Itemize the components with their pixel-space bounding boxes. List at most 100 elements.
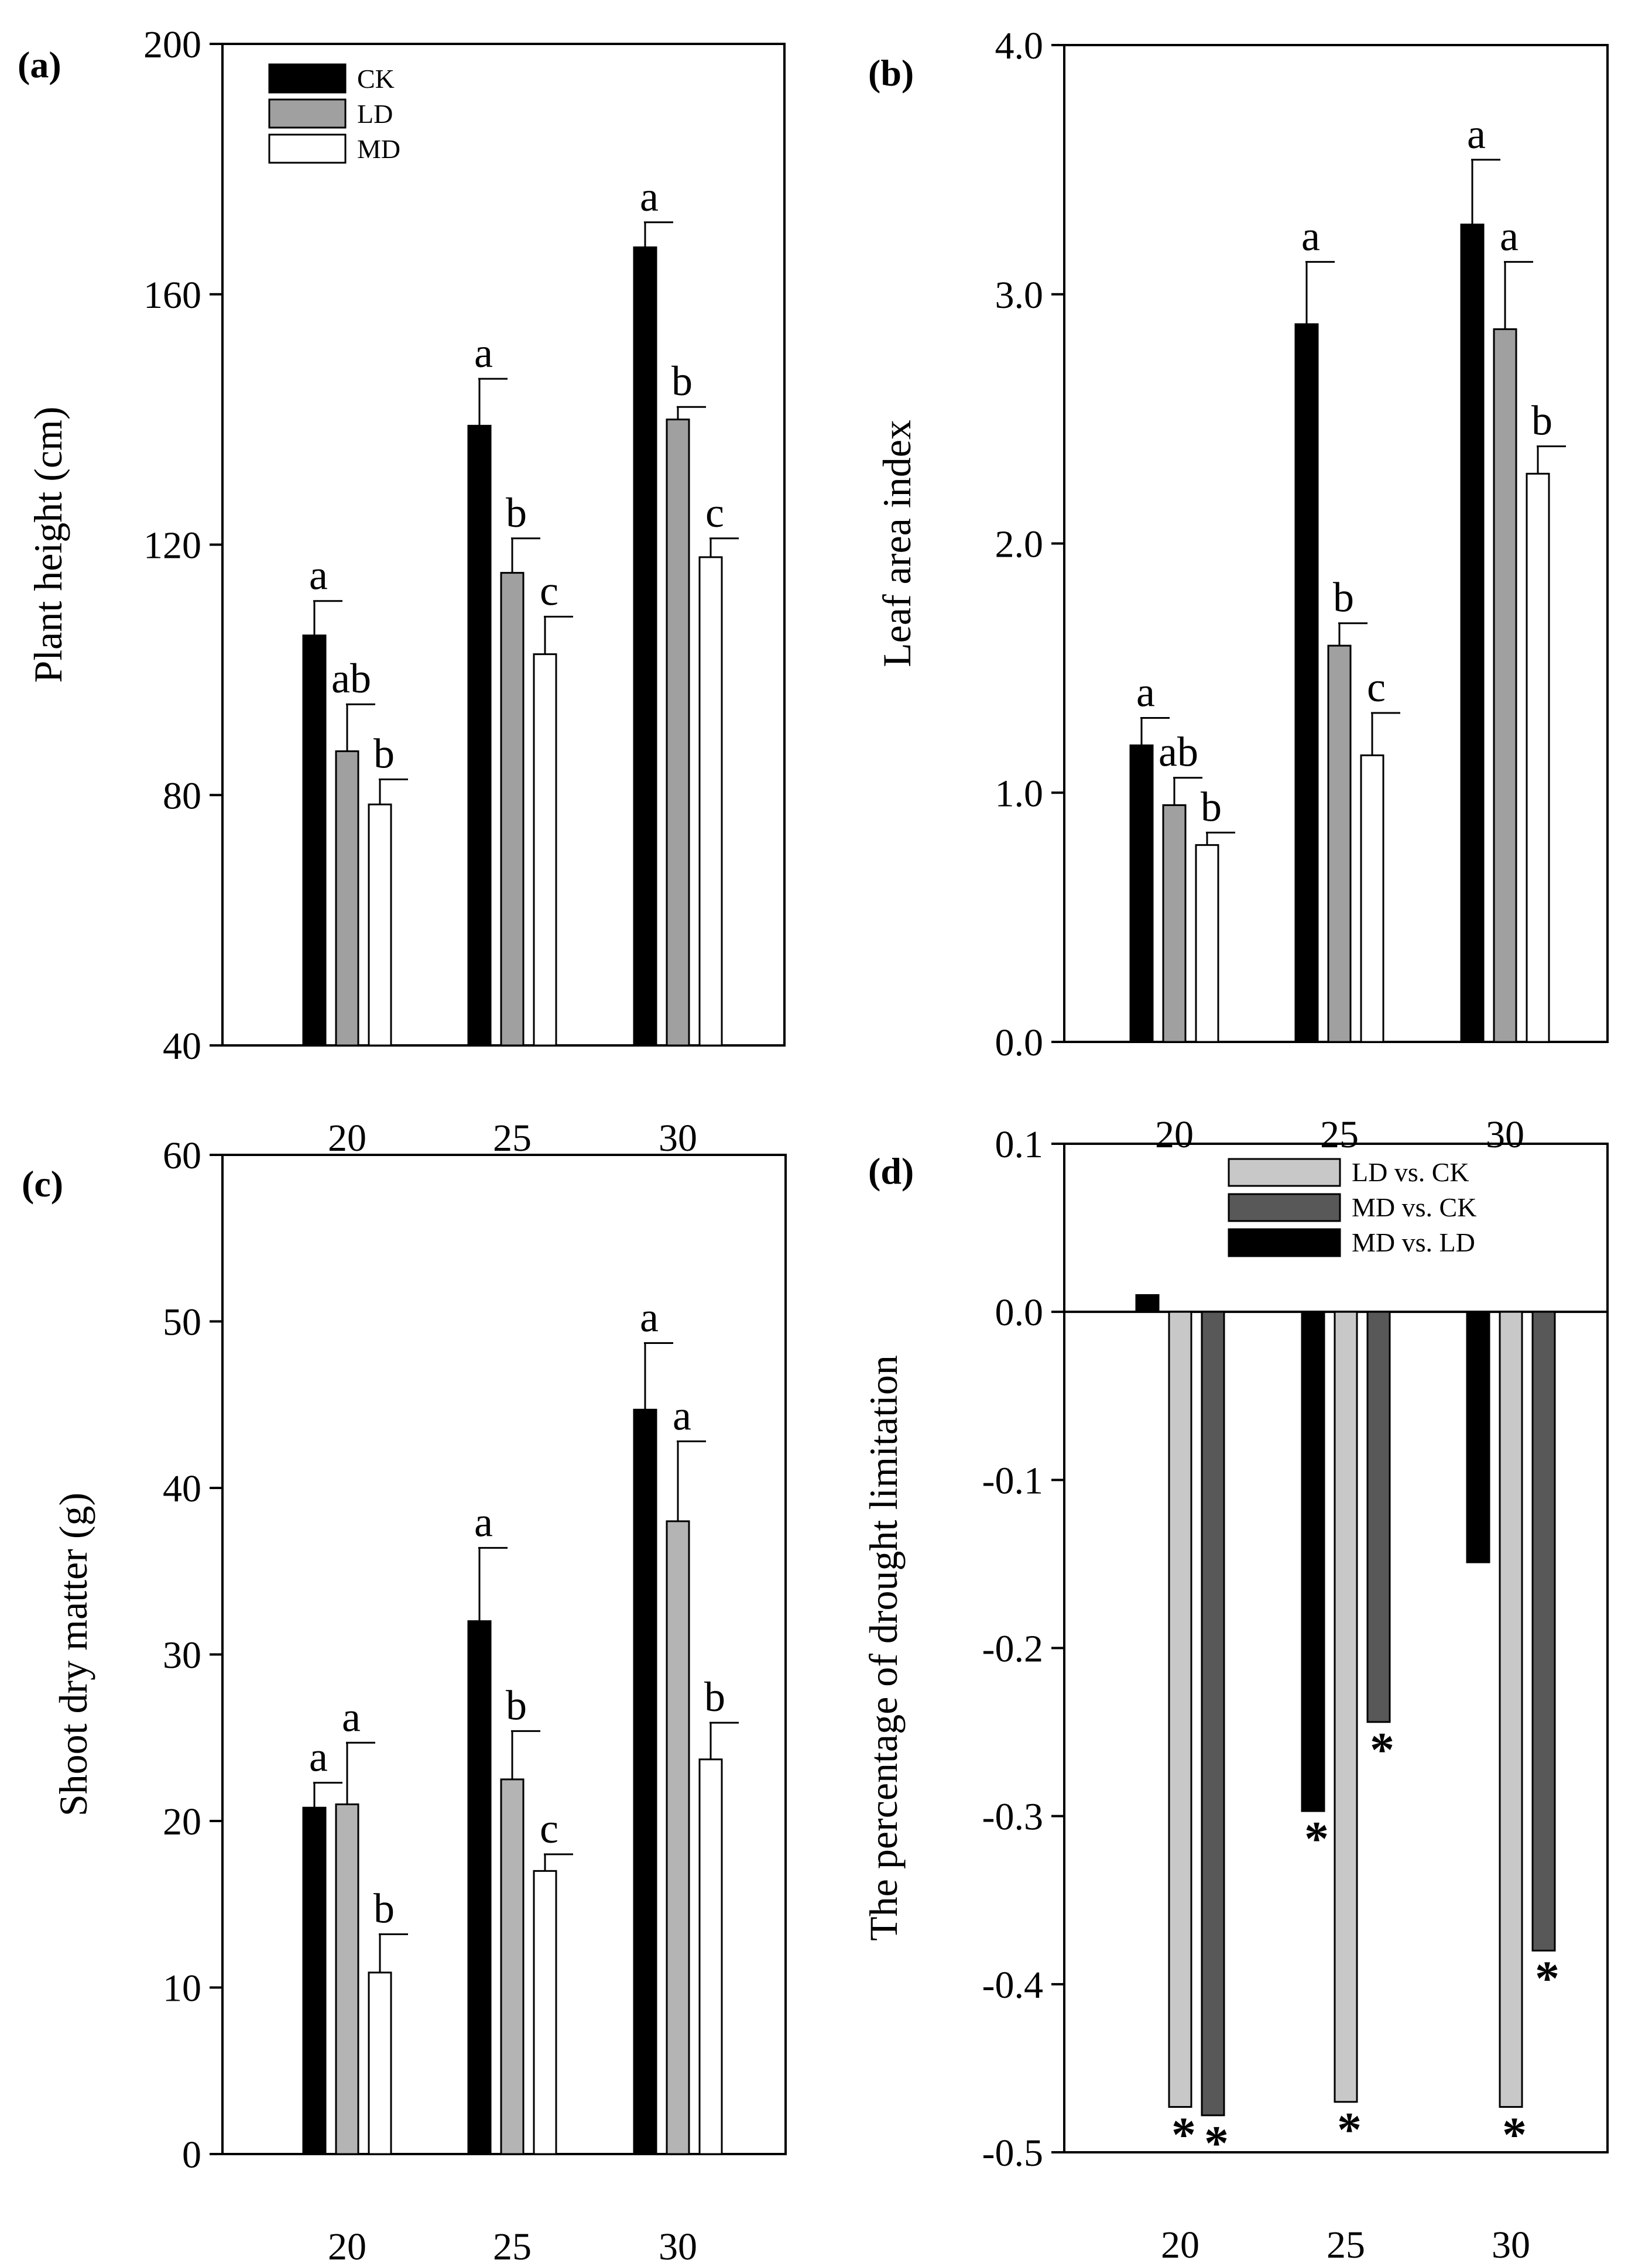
significance-letter: ab	[331, 655, 371, 702]
y-tick-label: 200	[143, 23, 201, 66]
legend-swatch	[268, 133, 347, 164]
significance-letter: a	[640, 173, 659, 220]
significance-star: *	[1337, 2103, 1362, 2157]
x-tick-label: 25	[1320, 1113, 1359, 1156]
significance-letter: a	[1500, 212, 1519, 259]
significance-letter: b	[1333, 574, 1354, 621]
bar	[500, 1778, 525, 2155]
bar	[1162, 804, 1187, 1043]
significance-star: *	[1370, 1723, 1394, 1777]
significance-letter: a	[1467, 111, 1486, 157]
significance-letter: a	[1136, 669, 1155, 716]
significance-letter: b	[704, 1673, 725, 1720]
significance-letter: a	[474, 330, 493, 376]
bar	[335, 1803, 359, 2155]
significance-letter: a	[309, 1734, 328, 1781]
y-tick-label: 160	[143, 274, 201, 317]
significance-letter: a	[474, 1498, 493, 1545]
legend: CK LD MD	[268, 63, 400, 164]
x-tick-label: 30	[659, 1117, 697, 1160]
bar	[1334, 1311, 1358, 2103]
y-axis-title: Leaf area index	[875, 420, 919, 667]
bar	[500, 572, 525, 1047]
bar	[1195, 844, 1219, 1043]
y-tick-label: 30	[163, 1634, 201, 1677]
significance-letter: a	[673, 1392, 691, 1439]
x-tick-label: 25	[1327, 2224, 1365, 2260]
y-tick-label: 0.0	[995, 1021, 1044, 1064]
legend-label: MD vs. CK	[1352, 1192, 1476, 1222]
x-tick-label: 25	[493, 2225, 532, 2260]
significance-letter: c	[540, 1805, 558, 1852]
bar	[368, 803, 392, 1047]
bar	[302, 635, 327, 1047]
bar	[666, 1520, 690, 2155]
y-tick-label: 2.0	[995, 523, 1044, 566]
significance-letter: ab	[1159, 729, 1198, 776]
y-tick-label: 3.0	[995, 274, 1044, 317]
y-tick-label: -0.5	[982, 2132, 1043, 2175]
y-tick-label: 0.0	[995, 1291, 1044, 1334]
significance-letter: b	[1201, 783, 1222, 830]
significance-star: *	[1502, 2107, 1527, 2162]
panel-label: (d)	[868, 1150, 914, 1192]
bar	[1327, 644, 1352, 1043]
bar	[1493, 328, 1517, 1043]
y-tick-label: 1.0	[995, 772, 1044, 815]
y-tick-label: 0	[182, 2134, 201, 2176]
significance-star: *	[1304, 1812, 1329, 1866]
bar	[1129, 744, 1154, 1043]
legend-label: LD	[357, 99, 393, 129]
panel-label: (c)	[22, 1163, 63, 1205]
significance-letter: a	[1301, 212, 1320, 259]
significance-letter: a	[309, 552, 328, 599]
legend: LD vs. CK MD vs. CK MD vs. LD	[1228, 1157, 1476, 1257]
legend-label: MD	[357, 134, 400, 164]
significance-letter: b	[506, 489, 527, 536]
y-tick-label: 50	[163, 1301, 201, 1344]
y-tick-label: -0.3	[982, 1796, 1043, 1839]
legend-swatch	[1228, 1228, 1341, 1257]
bar	[467, 424, 492, 1047]
significance-star: *	[1171, 2107, 1196, 2162]
bar	[1531, 1311, 1556, 1952]
legend-label: LD vs. CK	[1352, 1157, 1469, 1187]
significance-letter: a	[640, 1294, 659, 1340]
bar	[1460, 224, 1485, 1043]
bar	[698, 1758, 723, 2155]
bar	[633, 246, 657, 1047]
y-tick-label: -0.1	[982, 1459, 1043, 1502]
x-tick-label: 30	[1486, 1113, 1524, 1156]
significance-star: *	[1535, 1951, 1560, 2005]
y-tick-label: -0.2	[982, 1628, 1043, 1671]
y-tick-label: 4.0	[995, 25, 1044, 67]
significance-letter: b	[373, 731, 395, 777]
y-tick-label: -0.4	[982, 1964, 1043, 2007]
bar	[1294, 323, 1319, 1043]
y-tick-label: 10	[163, 1967, 201, 2010]
bar	[335, 750, 359, 1047]
y-tick-label: 60	[163, 1134, 201, 1177]
y-tick-label: 0.1	[995, 1123, 1044, 1166]
y-tick-label: 80	[163, 774, 201, 817]
significance-letter: b	[506, 1682, 527, 1729]
bar	[302, 1806, 327, 2155]
bar	[368, 1971, 392, 2155]
y-tick-label: 40	[163, 1025, 201, 1068]
bar	[1360, 754, 1384, 1043]
significance-letter: c	[540, 567, 558, 614]
x-tick-label: 20	[1161, 2224, 1199, 2260]
significance-letter: c	[1367, 664, 1386, 711]
bar	[533, 1870, 557, 2155]
significance-star: *	[1204, 2116, 1229, 2170]
y-axis-title: Plant height (cm)	[26, 406, 70, 683]
bar	[467, 1620, 492, 2155]
bar	[698, 556, 723, 1047]
bar	[1301, 1311, 1325, 1812]
y-axis-title: The percentage of drought limitation	[861, 1355, 906, 1941]
bar	[533, 653, 557, 1047]
